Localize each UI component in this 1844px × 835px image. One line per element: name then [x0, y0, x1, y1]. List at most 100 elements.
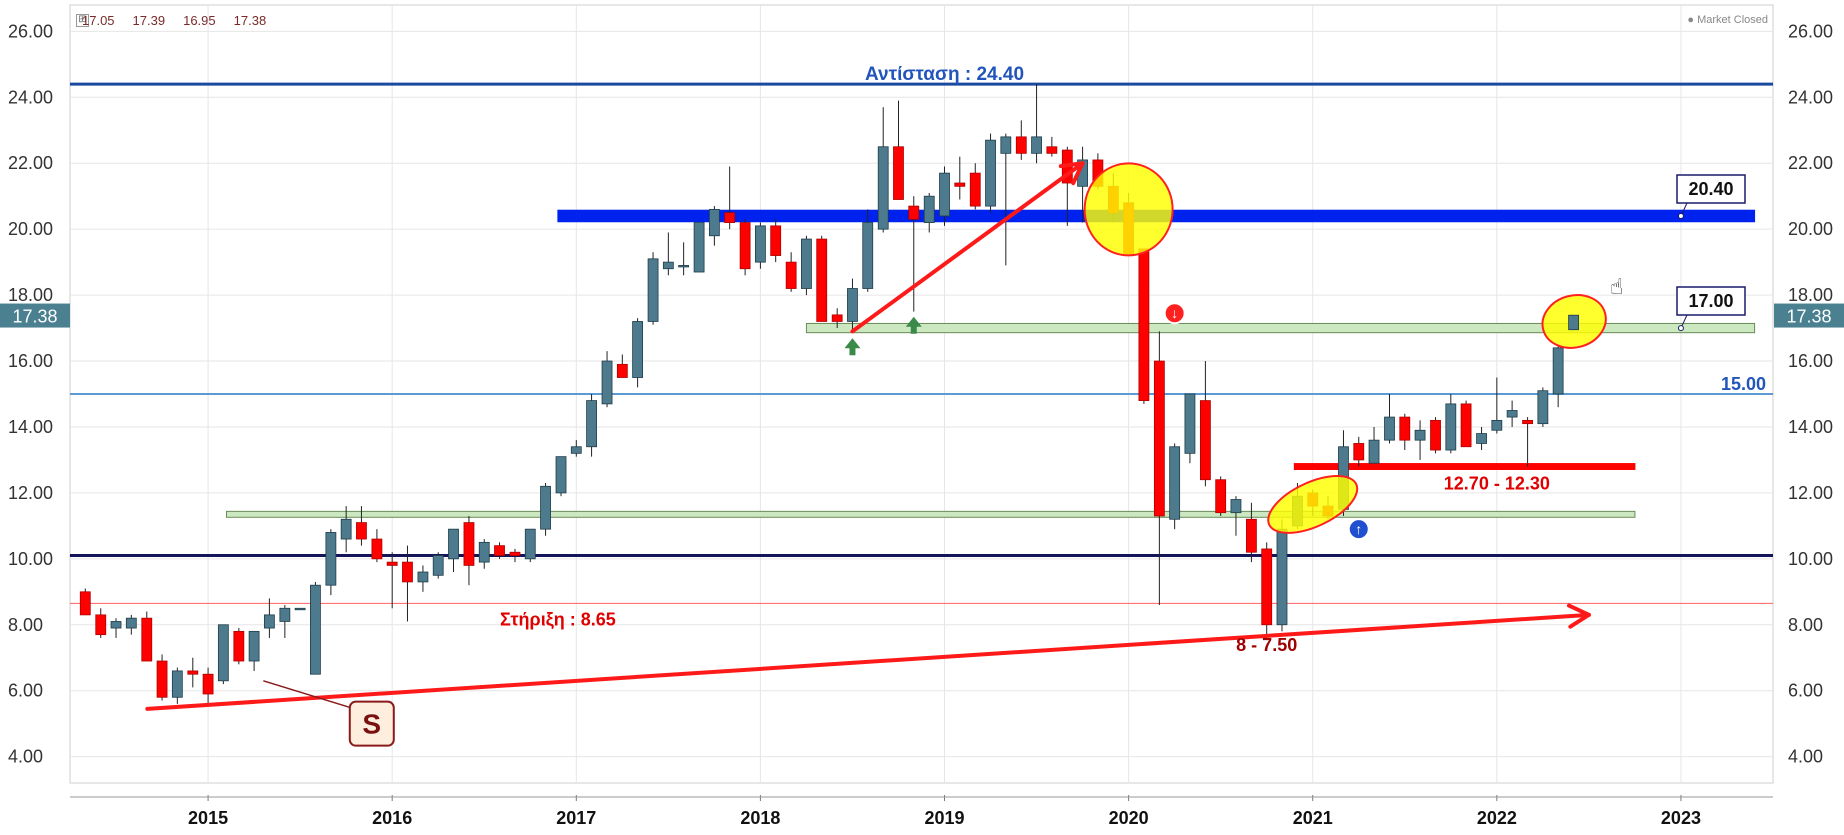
y-tick-label-right: 20.00: [1788, 219, 1833, 239]
candle-body: [862, 222, 874, 289]
highlight-ellipse-breakout: [1267, 474, 1359, 534]
y-tick-label-right: 24.00: [1788, 87, 1833, 107]
candle-body: [632, 321, 644, 378]
candle-body: [1138, 248, 1150, 401]
candle-body: [1031, 136, 1042, 154]
candle-body: [1537, 390, 1549, 425]
x-tick-label: 2023: [1661, 808, 1701, 828]
candle-body: [263, 614, 275, 629]
y-tick-label-left: 26.00: [8, 21, 53, 41]
candle-body: [1169, 446, 1181, 520]
expand-icon[interactable]: ⊞: [76, 14, 89, 27]
candle-body: [831, 314, 843, 322]
candle-body: [801, 238, 812, 289]
candle-body: [371, 538, 383, 560]
last-candle: [1568, 314, 1580, 331]
ohlc-high: 17.39: [132, 13, 166, 28]
highlight-ellipse-breakdown: [1083, 162, 1174, 257]
candle-body: [110, 621, 122, 629]
candle-body: [785, 261, 797, 289]
candle-body: [95, 614, 107, 636]
y-tick-label-right: 14.00: [1788, 417, 1833, 437]
candle-body: [448, 528, 459, 560]
y-tick-label-left: 10.00: [8, 549, 53, 569]
candle-body: [1199, 400, 1211, 481]
callout-17-00-anchor: [1677, 325, 1684, 332]
y-tick-label-left: 4.00: [8, 747, 43, 767]
callout-17-00-box: [1676, 286, 1746, 316]
candle-body: [570, 446, 582, 454]
candle-body: [893, 146, 904, 200]
y-tick-label-left: 20.00: [8, 219, 53, 239]
y-tick-label-right: 4.00: [1788, 747, 1823, 767]
last-price-tag-right: 17.38: [1786, 307, 1831, 327]
x-tick-label: 2021: [1293, 808, 1333, 828]
ohlc-open: 17.05: [82, 13, 115, 28]
callout-20-40-box: [1676, 174, 1746, 204]
candle-body: [125, 617, 137, 629]
mid-term-trendline-head: [1058, 161, 1085, 186]
last-price-tag-left: 17.38: [12, 307, 57, 327]
candle-body: [1430, 419, 1441, 451]
y-tick-label-right: 10.00: [1788, 549, 1833, 569]
last-price-tag-right-bg: [1774, 303, 1844, 328]
callout-17-00-text: 17.00: [1688, 291, 1733, 311]
x-tick-label: 2018: [740, 808, 780, 828]
candle-body: [985, 139, 996, 207]
candle-body: [1552, 347, 1564, 395]
y-tick-label-right: 18.00: [1788, 285, 1833, 305]
candle-body: [877, 146, 889, 230]
candle-body: [386, 561, 398, 566]
last-price-tag-left-bg: [0, 303, 70, 328]
candle-body: [187, 670, 199, 675]
candle-body: [279, 607, 291, 622]
candle-body: [310, 584, 321, 675]
x-tick-label: 2019: [924, 808, 964, 828]
candle-body: [616, 363, 628, 378]
y-tick-label-left: 16.00: [8, 351, 53, 371]
candle-body: [1414, 429, 1426, 441]
candle-body: [325, 532, 337, 586]
up-arrow-marker: [905, 316, 922, 334]
market-status-text: Market Closed: [1697, 14, 1768, 26]
candle-body: [923, 195, 935, 223]
candle-body: [1384, 416, 1395, 441]
candle-body: [509, 551, 521, 556]
long-term-trendline-head: [1566, 603, 1591, 629]
candle-body: [156, 660, 168, 698]
candle-body: [1522, 419, 1533, 425]
candle-body: [356, 522, 367, 540]
y-tick-label-right: 6.00: [1788, 681, 1823, 701]
down-arrow-marker: [1163, 302, 1186, 325]
up-arrow-marker: [844, 338, 861, 356]
low-range-label: 8 - 7.50: [1236, 635, 1297, 655]
candle-body: [1491, 419, 1503, 431]
resistance-label: Αντίσταση : 24.40: [865, 64, 1024, 85]
candle-body: [662, 261, 674, 270]
x-tick-label: 2017: [556, 808, 596, 828]
chart-overlay: ↓ ↑ Αντίσταση : 24.40 15.00 12.70 - 12.30 Στή…: [145, 64, 1766, 747]
candle-body: [847, 288, 858, 322]
candle-body: [417, 571, 429, 583]
candle-body: [739, 222, 751, 270]
y-tick-label-left: 24.00: [8, 87, 53, 107]
candle-body: [693, 222, 705, 273]
candle-body: [463, 522, 475, 566]
y-tick-label-left: 6.00: [8, 681, 43, 701]
y-tick-label-left: 12.00: [8, 483, 53, 503]
candle-body: [678, 265, 690, 268]
y-tick-label-right: 26.00: [1788, 21, 1833, 41]
candle-body: [202, 673, 214, 695]
candle-body: [524, 528, 536, 560]
candle-body: [601, 360, 613, 405]
candle-body: [1153, 360, 1165, 517]
y-tick-label-left: 14.00: [8, 417, 53, 437]
market-status: ● Market Closed: [1687, 14, 1768, 26]
candle-body: [908, 205, 920, 220]
candle-body: [233, 630, 245, 662]
up-circle-marker: [1347, 518, 1370, 541]
support-label: Στήριξη : 8.65: [500, 609, 616, 630]
red-zone-label: 12.70 - 12.30: [1444, 474, 1550, 494]
candle-body: [432, 555, 444, 576]
